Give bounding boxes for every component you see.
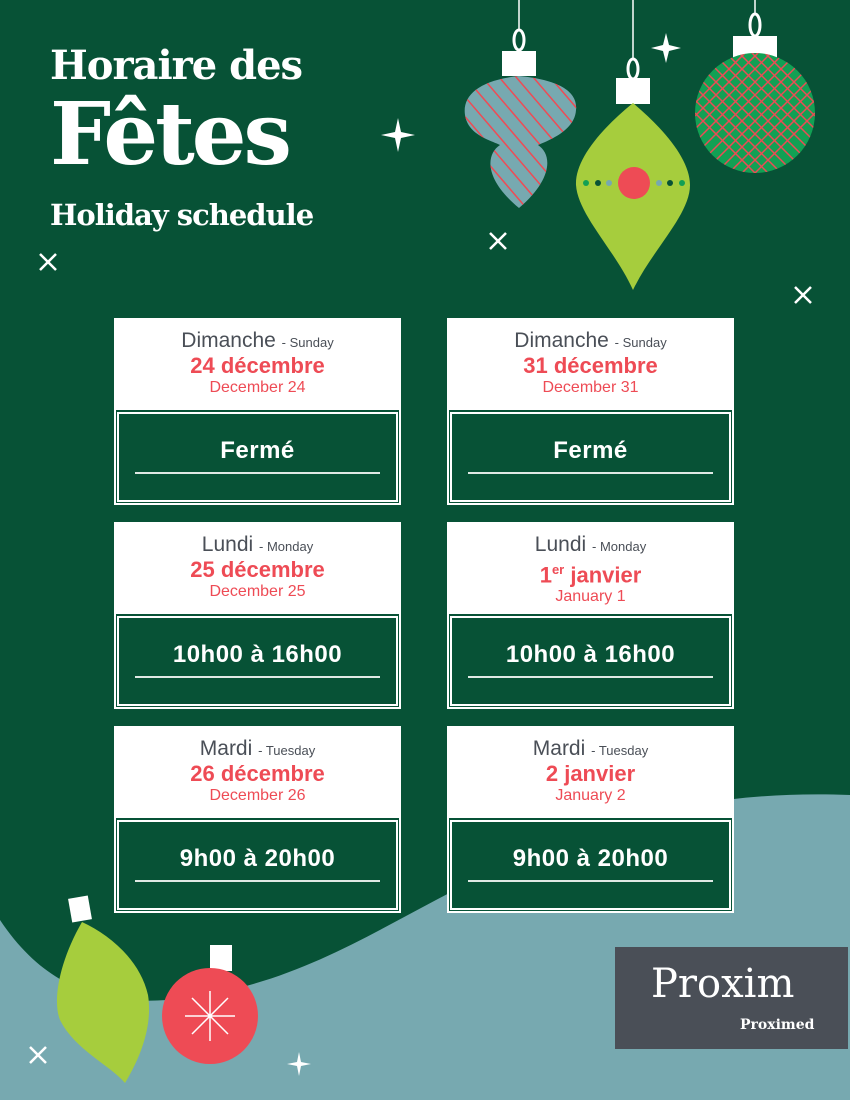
logo-brand: Proxim — [651, 961, 795, 1007]
date-french: 1er janvier — [539, 562, 642, 588]
title-english: Holiday schedule — [50, 198, 314, 232]
date-french: 31 décembre — [523, 353, 658, 378]
schedule-card: Dimanche - Sunday 24 décembre December 2… — [114, 318, 401, 505]
hours-panel: 9h00 à 20h00 — [450, 820, 731, 910]
day-english: - Sunday — [281, 335, 334, 350]
day-english: - Tuesday — [258, 743, 316, 758]
lime-ornament-icon — [575, 0, 690, 290]
card-header: Mardi - Tuesday 2 janvier January 2 — [449, 728, 732, 818]
hours-text: Fermé — [553, 437, 628, 464]
day-label: Dimanche - Sunday — [181, 329, 334, 352]
hours-text: Fermé — [220, 437, 295, 464]
day-label: Dimanche - Sunday — [514, 329, 667, 352]
date-english: January 1 — [555, 588, 626, 606]
lime-bottom-ornament-icon — [56, 895, 150, 1083]
day-label: Mardi - Tuesday — [532, 737, 649, 760]
date-french: 24 décembre — [190, 353, 325, 378]
card-header: Lundi - Monday 25 décembre December 25 — [116, 524, 399, 614]
date-french: 2 janvier — [545, 761, 636, 786]
date-french: 26 décembre — [190, 761, 325, 786]
schedule-card: Lundi - Monday 25 décembre December 25 1… — [114, 522, 401, 709]
card-header: Mardi - Tuesday 26 décembre December 26 — [116, 728, 399, 818]
date-english: January 2 — [555, 787, 626, 804]
hours-panel: 10h00 à 16h00 — [450, 616, 731, 706]
date-english: December 25 — [209, 583, 306, 600]
hours-text: 10h00 à 16h00 — [172, 641, 343, 668]
schedule-card: Mardi - Tuesday 26 décembre December 26 … — [114, 726, 401, 913]
date-superscript: er — [551, 562, 565, 577]
divider — [135, 880, 380, 882]
date-english: December 31 — [542, 379, 639, 396]
title-line-1: Horaire des — [50, 42, 303, 89]
schedule-card: Lundi - Monday 1er janvier January 1 10h… — [447, 522, 734, 709]
hours-text: 10h00 à 16h00 — [505, 641, 676, 668]
plaid-pattern — [695, 53, 815, 173]
card-header: Lundi - Monday 1er janvier January 1 — [449, 524, 732, 614]
divider — [468, 676, 713, 678]
x-star-icons — [29, 232, 812, 1064]
red-bottom-ornament-icon — [162, 945, 258, 1064]
date-english: December 24 — [209, 379, 306, 396]
day-label: Lundi - Monday — [534, 533, 647, 556]
schedule-card: Mardi - Tuesday 2 janvier January 2 9h00… — [447, 726, 734, 913]
day-label: Mardi - Tuesday — [199, 737, 316, 760]
title-line-2: Fêtes — [50, 84, 292, 185]
date-english: December 26 — [209, 787, 306, 804]
sparkle-icons — [287, 33, 681, 1076]
card-header: Dimanche - Sunday 31 décembre December 3… — [449, 320, 732, 410]
day-english: - Monday — [592, 539, 647, 554]
day-english: - Monday — [259, 539, 314, 554]
divider — [468, 880, 713, 882]
day-label: Lundi - Monday — [201, 533, 314, 556]
schedule-card: Dimanche - Sunday 31 décembre December 3… — [447, 318, 734, 505]
hours-panel: Fermé — [450, 412, 731, 502]
day-english: - Sunday — [614, 335, 667, 350]
card-header: Dimanche - Sunday 24 décembre December 2… — [116, 320, 399, 410]
hours-panel: 10h00 à 16h00 — [117, 616, 398, 706]
proxim-logo: Proxim Proximed — [613, 945, 850, 1051]
date-french: 25 décembre — [190, 557, 325, 582]
divider — [135, 676, 380, 678]
hours-text: 9h00 à 20h00 — [512, 845, 669, 872]
logo-sub-brand: Proximed — [740, 1017, 815, 1033]
striped-ornament-icon — [464, 0, 577, 208]
day-english: - Tuesday — [591, 743, 649, 758]
divider — [135, 472, 380, 474]
hours-panel: Fermé — [117, 412, 398, 502]
hours-panel: 9h00 à 20h00 — [117, 820, 398, 910]
divider — [468, 472, 713, 474]
hours-text: 9h00 à 20h00 — [179, 845, 336, 872]
